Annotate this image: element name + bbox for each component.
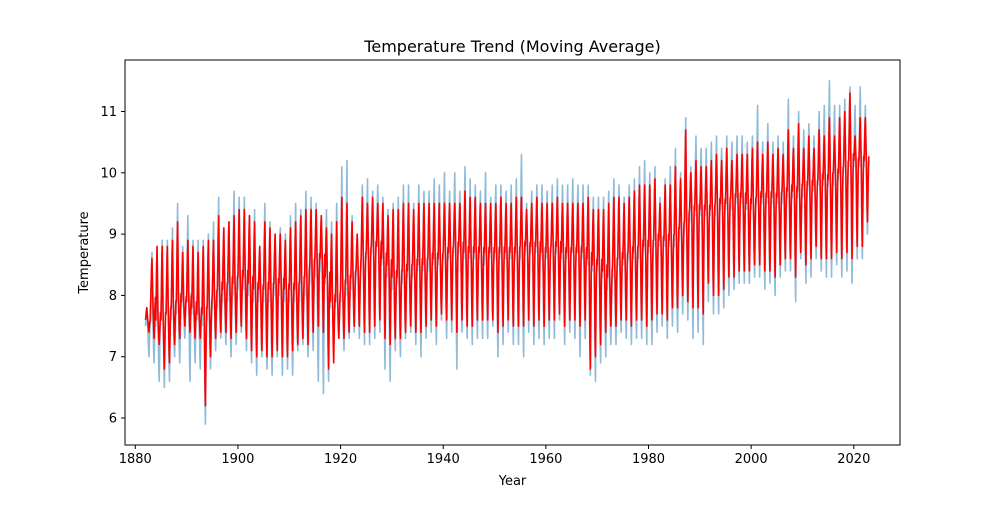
x-tick-label: 1920 — [324, 452, 357, 467]
x-tick-label: 1960 — [529, 452, 562, 467]
x-tick-label: 1940 — [427, 452, 460, 467]
x-tick-label: 1900 — [221, 452, 254, 467]
chart-title: Temperature Trend (Moving Average) — [363, 37, 660, 56]
x-tick-label: 1980 — [632, 452, 665, 467]
axes-frame — [124, 59, 901, 446]
x-tick-label: 2020 — [837, 452, 870, 467]
x-tick-label: 1880 — [119, 452, 152, 467]
y-tick-label: 9 — [109, 228, 117, 243]
y-tick-label: 11 — [100, 105, 117, 120]
x-axis-label: Year — [498, 474, 527, 489]
y-tick-label: 8 — [109, 289, 117, 304]
y-tick-label: 6 — [109, 412, 117, 427]
plot-area — [144, 80, 870, 425]
y-axis-label: Temperature — [77, 211, 92, 294]
x-axis: 1880 1900 1920 1940 1960 1980 2000 2020 — [119, 445, 870, 467]
y-tick-label: 7 — [109, 350, 117, 365]
x-tick-label: 2000 — [735, 452, 768, 467]
y-axis: 6 7 8 9 10 11 — [100, 105, 125, 427]
moving-average-line — [144, 92, 870, 407]
y-tick-label: 10 — [100, 166, 117, 181]
